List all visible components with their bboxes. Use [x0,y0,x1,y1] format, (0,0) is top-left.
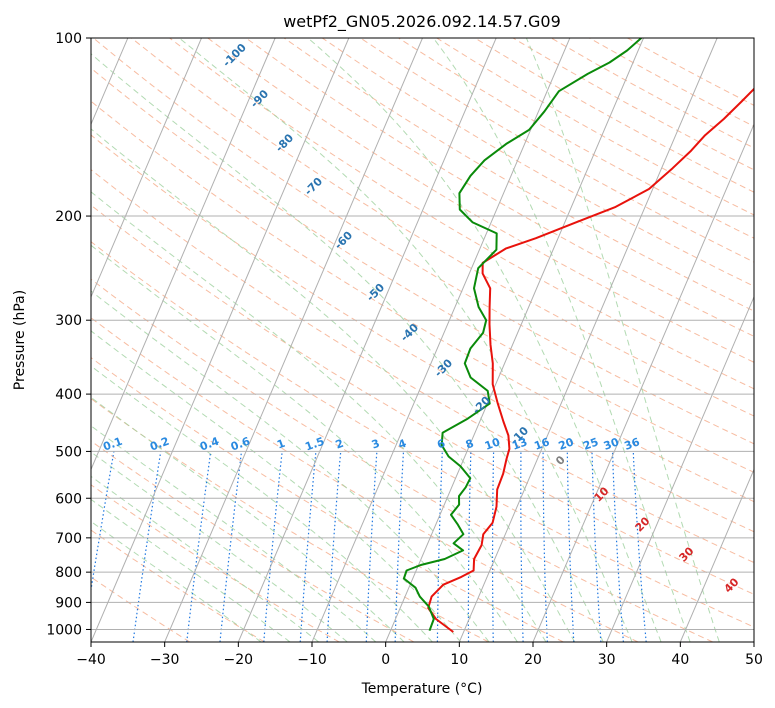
background-lines [91,38,754,642]
x-tick-label: −30 [150,652,180,668]
isotherm [91,38,276,471]
moist-adiabat [91,475,320,642]
y-tick-label: 400 [55,387,82,403]
mixing-ratio-label: 16 [532,435,551,453]
y-tick-label: 300 [55,313,82,329]
moist-adiabat [307,38,662,642]
mixing-ratio-label: 0.6 [229,435,252,454]
dry-adiabat [131,38,754,417]
mixing-ratio-label: 13 [510,435,529,452]
moist-adiabat [91,396,405,642]
isotherm [458,38,718,642]
x-tick-label: 0 [381,652,390,668]
mixing-ratio-label: 6 [435,437,447,452]
x-tick-label: −20 [224,652,254,668]
moist-adiabat [432,38,691,642]
dry-adiabat [91,484,340,642]
mixing-ratio-line [263,451,283,642]
mixing-ratio-line [219,451,243,642]
dry-adiabat [283,38,754,312]
x-tick-label: −10 [297,652,327,668]
isotherm [532,123,754,642]
moist-adiabat [91,290,490,642]
x-axis-title: Temperature (°C) [361,681,483,697]
mixing-ratio-label: 25 [581,435,600,452]
y-tick-label: 700 [55,531,82,547]
y-tick-label: 900 [55,595,82,611]
mixing-ratio-label: 0.1 [101,435,124,454]
y-tick-label: 800 [55,565,82,581]
isotherm [237,38,497,642]
chart-title: wetPf2_GN05.2026.092.14.57.G09 [283,12,561,32]
moist-adiabat [91,520,262,642]
x-tick-label: −40 [76,652,106,668]
dry-adiabat [245,38,754,337]
moist-adiabat [91,244,518,642]
moist-adiabat [91,128,576,642]
x-tick-label: 20 [524,652,542,668]
mixing-ratio-label: 30 [602,435,621,453]
mixing-ratio-label: 1 [275,437,287,452]
moist-adiabat [91,53,604,642]
mixing-ratio-label: 4 [396,437,408,452]
isotherm [164,38,423,642]
isotherm [91,38,350,642]
x-tick-label: 10 [450,652,468,668]
dry-adiabat [91,100,754,503]
series-lines [402,38,754,633]
moist-adiabat [91,425,377,642]
dry-adiabat [91,134,754,533]
mixing-ratio-label: 10 [483,435,502,453]
dry-adiabat [91,204,754,595]
isotherm [606,295,754,642]
x-tick-label: 30 [598,652,616,668]
mixing-ratio-label: 2 [334,437,346,452]
y-axis-title: Pressure (hPa) [12,290,28,390]
mixing-ratio-label: 0.2 [148,435,171,454]
mixing-ratio-label: 3 [370,437,382,452]
mixing-ratio-line [91,451,115,594]
y-tick-label: 200 [55,209,82,225]
dry-adiabat [92,38,754,445]
isotherm [311,38,571,642]
moist-adiabat [91,365,433,642]
y-tick-label: 500 [55,444,82,460]
mixing-ratio-label: 1.5 [303,435,326,454]
dry-adiabat [91,357,564,642]
dry-adiabat [91,241,754,628]
x-axis: −40 −30 −20 −10 0 10 20 30 40 50 [76,642,763,668]
isotherm [385,38,644,642]
x-tick-label: 50 [745,652,763,668]
moist-adiabat [178,38,633,642]
y-tick-label: 100 [55,31,82,47]
isotherm [91,38,202,299]
dry-adiabat [91,529,265,642]
dry-adiabat [169,38,754,390]
y-axis: 100 200 300 400 500 600 700 800 900 1000 [46,31,91,638]
y-tick-label: 600 [55,491,82,507]
mixing-ratio-label: 20 [557,435,576,453]
mixing-ratio-label: 0.4 [198,435,221,454]
dewpoint-line [402,38,642,632]
mixing-ratio-line [186,451,212,642]
mixing-ratio-label: 36 [623,435,642,453]
temperature-line [427,87,754,633]
x-tick-label: 40 [671,652,689,668]
y-tick-label: 1000 [46,622,82,638]
dry-adiabat [91,278,713,642]
moist-adiabat [91,498,291,642]
moist-adiabat [91,330,462,642]
isotherm [679,468,754,642]
moist-adiabat [525,38,720,642]
plot-frame [90,37,755,643]
mixing-ratio-label: 8 [464,437,476,452]
